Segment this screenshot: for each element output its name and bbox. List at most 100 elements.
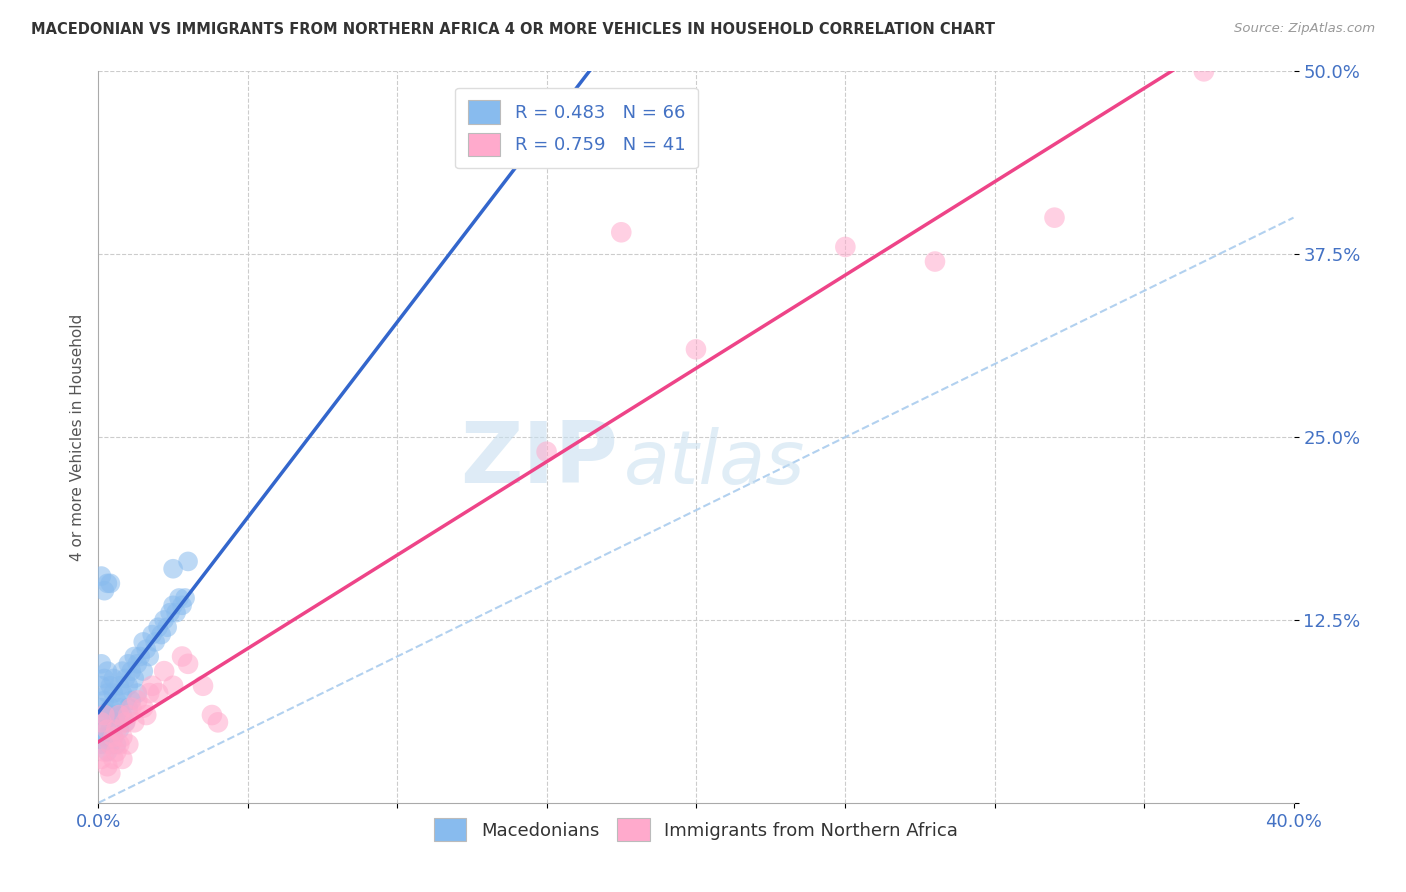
Point: [141, 627, 163, 641]
Text: ZIP: ZIP: [461, 417, 619, 500]
Point: [174, 591, 197, 605]
Point: [159, 606, 181, 620]
Point: [127, 686, 149, 700]
Point: [153, 613, 176, 627]
Point: [108, 700, 131, 714]
Point: [105, 737, 128, 751]
Point: [114, 672, 136, 686]
Point: [114, 715, 136, 730]
Point: [98, 700, 122, 714]
Point: [96, 759, 118, 773]
Point: [132, 664, 155, 678]
Point: [1192, 64, 1215, 78]
Point: [135, 642, 157, 657]
Point: [162, 562, 184, 576]
Text: Source: ZipAtlas.com: Source: ZipAtlas.com: [1234, 22, 1375, 36]
Point: [108, 737, 131, 751]
Point: [148, 620, 170, 634]
Point: [172, 599, 194, 613]
Point: [124, 649, 146, 664]
Point: [117, 708, 139, 723]
Text: atlas: atlas: [624, 426, 806, 499]
Point: [98, 576, 122, 591]
Point: [103, 730, 125, 744]
Point: [98, 737, 122, 751]
Point: [103, 708, 125, 723]
Point: [132, 700, 155, 714]
Point: [96, 576, 118, 591]
Point: [111, 730, 134, 744]
Point: [90, 700, 112, 714]
Point: [177, 554, 200, 568]
Point: [127, 693, 149, 707]
Point: [90, 752, 112, 766]
Point: [93, 715, 115, 730]
Point: [96, 708, 118, 723]
Point: [536, 444, 558, 458]
Point: [103, 730, 125, 744]
Point: [93, 708, 115, 723]
Point: [93, 672, 115, 686]
Point: [162, 679, 184, 693]
Point: [93, 745, 115, 759]
Point: [90, 657, 112, 671]
Point: [103, 686, 125, 700]
Point: [165, 606, 187, 620]
Point: [127, 657, 149, 671]
Point: [153, 664, 176, 678]
Point: [114, 715, 136, 730]
Point: [138, 649, 160, 664]
Point: [93, 583, 115, 598]
Point: [172, 649, 194, 664]
Point: [93, 730, 115, 744]
Point: [132, 635, 155, 649]
Point: [143, 635, 166, 649]
Point: [108, 708, 131, 723]
Point: [93, 693, 115, 707]
Legend: Macedonians, Immigrants from Northern Africa: Macedonians, Immigrants from Northern Af…: [426, 811, 966, 848]
Point: [108, 723, 131, 737]
Point: [129, 649, 152, 664]
Point: [117, 737, 139, 751]
Point: [96, 730, 118, 744]
Point: [150, 627, 173, 641]
Point: [124, 715, 146, 730]
Point: [90, 715, 112, 730]
Point: [98, 766, 122, 780]
Point: [111, 752, 134, 766]
Point: [685, 343, 707, 357]
Y-axis label: 4 or more Vehicles in Household: 4 or more Vehicles in Household: [69, 313, 84, 561]
Point: [120, 664, 142, 678]
Point: [191, 679, 214, 693]
Point: [117, 657, 139, 671]
Text: MACEDONIAN VS IMMIGRANTS FROM NORTHERN AFRICA 4 OR MORE VEHICLES IN HOUSEHOLD CO: MACEDONIAN VS IMMIGRANTS FROM NORTHERN A…: [31, 22, 995, 37]
Point: [148, 686, 170, 700]
Point: [1043, 211, 1066, 225]
Point: [834, 240, 856, 254]
Point: [177, 657, 200, 671]
Point: [117, 679, 139, 693]
Point: [201, 708, 224, 723]
Point: [120, 693, 142, 707]
Point: [90, 569, 112, 583]
Point: [117, 700, 139, 714]
Point: [103, 672, 125, 686]
Point: [156, 620, 179, 634]
Point: [610, 225, 633, 239]
Point: [98, 679, 122, 693]
Point: [98, 737, 122, 751]
Point: [103, 752, 125, 766]
Point: [135, 708, 157, 723]
Point: [96, 686, 118, 700]
Point: [111, 708, 134, 723]
Point: [924, 254, 946, 268]
Point: [105, 745, 128, 759]
Point: [207, 715, 229, 730]
Point: [90, 679, 112, 693]
Point: [124, 672, 146, 686]
Point: [108, 679, 131, 693]
Point: [90, 737, 112, 751]
Point: [111, 664, 134, 678]
Point: [96, 723, 118, 737]
Point: [96, 745, 118, 759]
